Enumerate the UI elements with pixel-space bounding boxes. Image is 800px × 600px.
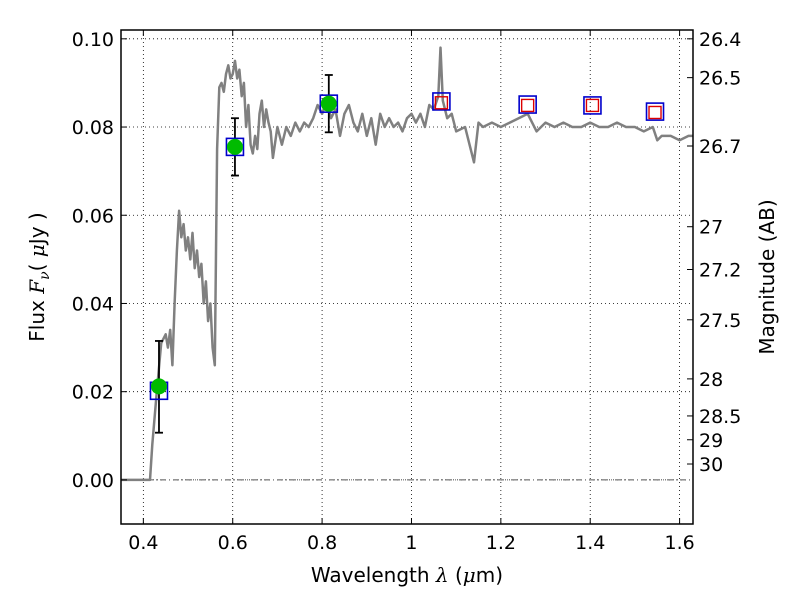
limit-square-marker <box>520 98 535 113</box>
model-square-marker <box>645 102 665 121</box>
x-axis: 0.4 0.6 0.8 1 1.2 1.4 1.6 <box>128 30 695 554</box>
limit-square-marker <box>585 98 600 113</box>
y-axis-unit-mu: μ <box>25 244 49 257</box>
data-points <box>149 74 665 434</box>
y-axis: 0.00 0.02 0.04 0.06 0.08 0.10 <box>72 29 127 492</box>
x-tick-label: 1.6 <box>664 532 694 554</box>
y2-axis-label: Magnitude (AB) <box>755 199 779 354</box>
model-square-marker <box>518 95 537 114</box>
y-axis-label: Flux Fν( μJy ) <box>25 212 53 341</box>
y-tick-label: 0.02 <box>72 382 114 404</box>
x-axis-lambda-symbol: λ <box>435 563 449 587</box>
plot-frame <box>120 29 694 525</box>
y-tick-label: 0.06 <box>72 205 114 227</box>
y-tick-label: 0.10 <box>72 29 114 51</box>
y2-tick-label: 30 <box>699 454 723 476</box>
y-axis-label-text: Flux <box>25 300 49 342</box>
model-square-marker <box>225 137 245 157</box>
y-axis-unit-rest: Jy <box>25 226 49 246</box>
x-axis-unit-open: ( <box>455 563 463 587</box>
observed-point <box>150 378 167 395</box>
observed-point <box>320 95 337 112</box>
observed-point <box>226 138 243 155</box>
plot-background <box>121 30 693 524</box>
x-tick-label: 0.4 <box>128 532 158 554</box>
y2-tick-label: 28 <box>699 369 723 391</box>
model-square-marker <box>583 96 602 115</box>
y-axis-flux-subscript: ν <box>37 271 53 280</box>
model-spectrum <box>121 46 693 482</box>
y-tick-label: 0.04 <box>72 293 114 315</box>
limit-square-marker <box>648 105 662 120</box>
y2-tick-label: 27.2 <box>699 260 741 282</box>
x-tick-label: 1 <box>405 532 417 554</box>
y2-tick-label: 26.7 <box>699 136 741 158</box>
y2-tick-label: 27 <box>699 217 723 239</box>
limit-square-marker <box>434 96 449 110</box>
y-axis-unit-close: ) <box>25 212 49 220</box>
spectrum-line <box>121 46 693 482</box>
x-axis-unit-rest: m) <box>476 563 503 587</box>
y-axis-flux-symbol: F <box>25 279 49 295</box>
x-tick-label: 1.2 <box>486 532 516 554</box>
y-axis-unit-open: ( <box>25 264 49 272</box>
y2-tick-label: 29 <box>699 430 723 452</box>
x-tick-label: 0.6 <box>218 532 248 554</box>
y2-tick-label: 28.5 <box>699 406 741 428</box>
y2-tick-label: 27.5 <box>699 310 741 332</box>
x-tick-label: 0.8 <box>307 532 337 554</box>
x-axis-label: Wavelength λ (μm) <box>311 563 503 587</box>
model-square-marker <box>319 94 339 113</box>
x-axis-label-text: Wavelength <box>311 563 430 587</box>
x-axis-unit-mu: μ <box>463 563 476 587</box>
model-square-marker <box>432 92 451 111</box>
y-tick-label: 0.08 <box>72 117 114 139</box>
y2-tick-label: 26.4 <box>699 29 741 51</box>
y2-tick-label: 26.5 <box>699 68 741 90</box>
y-tick-label: 0.00 <box>72 470 114 492</box>
x-tick-label: 1.4 <box>575 532 605 554</box>
